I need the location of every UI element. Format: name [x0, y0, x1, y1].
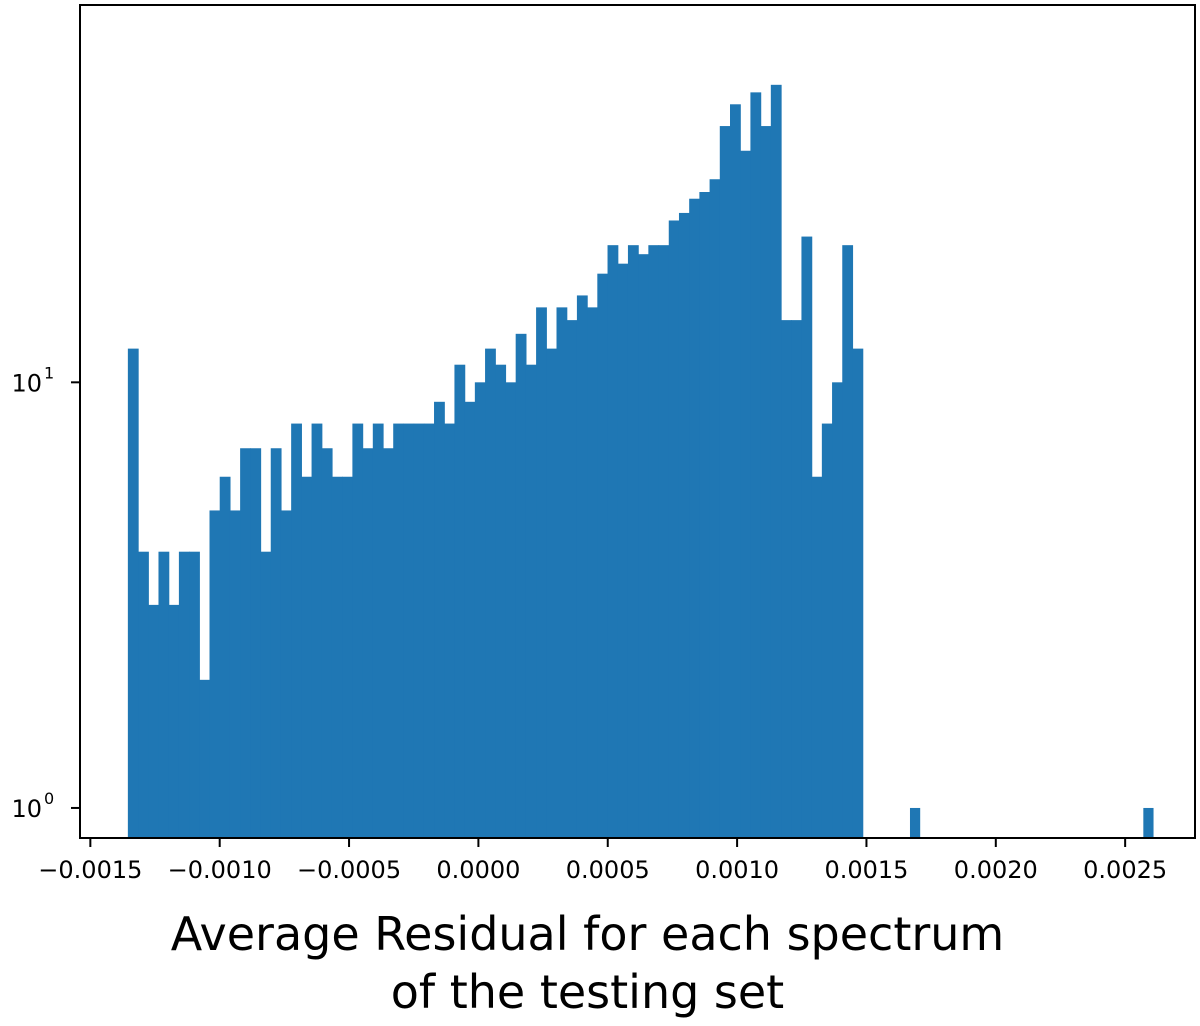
histogram-bar [240, 448, 251, 838]
histogram-bar [648, 245, 660, 839]
histogram-bar [587, 307, 598, 838]
histogram-bar [546, 348, 558, 838]
y-tick-exponent: 1 [44, 363, 54, 382]
x-tick-label: 0.0000 [436, 856, 520, 884]
x-axis-label-line-1: Average Residual for each spectrum [171, 907, 1005, 961]
histogram-bar [811, 476, 823, 838]
histogram-bar [301, 476, 313, 838]
histogram-bar [148, 604, 160, 838]
histogram-bar [750, 92, 762, 839]
histogram-bar [434, 401, 445, 838]
histogram-bar [607, 245, 619, 839]
histogram-bar [127, 348, 139, 838]
histogram-bar [168, 604, 180, 838]
histogram-bar [413, 423, 425, 838]
histogram-bar [821, 423, 833, 838]
histogram-bar [495, 364, 507, 838]
histogram-bar [627, 245, 639, 839]
histogram-bar [138, 551, 149, 838]
y-tick-exponent: 0 [44, 789, 54, 808]
histogram-bars [127, 84, 1154, 839]
histogram-bar [556, 307, 568, 838]
histogram-bar [689, 198, 700, 839]
x-axis-ticks: −0.0015 −0.0010 −0.0005 0.0000 0.0005 0.0010 0… [38, 838, 1167, 884]
histogram-bar [454, 364, 466, 838]
histogram-bar [403, 423, 415, 838]
histogram-bar [199, 679, 211, 838]
x-tick-label: −0.0015 [38, 856, 142, 884]
histogram-bar [638, 254, 649, 838]
histogram-outlier-bar [909, 807, 921, 838]
histogram-bar [770, 84, 782, 838]
histogram-bar [260, 551, 272, 838]
x-tick-label: 0.0005 [566, 856, 650, 884]
histogram-bar [362, 448, 374, 838]
histogram-bar [852, 348, 864, 838]
histogram-bar [832, 382, 843, 838]
histogram-bar [423, 423, 435, 838]
histogram-bar [505, 382, 517, 838]
histogram-bar [321, 448, 333, 838]
histogram-outlier-bar [1143, 807, 1154, 838]
histogram-bar [576, 295, 588, 838]
histogram-bar [250, 448, 262, 838]
x-axis-label-line-2: of the testing set [391, 965, 784, 1019]
histogram-bar [668, 220, 680, 839]
axes-frame [79, 4, 1196, 839]
histogram-bar [842, 245, 854, 839]
histogram-bar [229, 510, 241, 838]
histogram-bar [280, 510, 292, 838]
y-tick-label: 10 [11, 369, 42, 397]
histogram-bar [617, 263, 629, 838]
histogram-bar [331, 476, 343, 838]
histogram-bar [525, 364, 537, 838]
histogram-bar [393, 423, 405, 838]
histogram-bar [485, 348, 496, 838]
x-tick-label: 0.0015 [824, 856, 908, 884]
histogram-bar [566, 320, 578, 838]
histogram-bar [740, 150, 752, 838]
histogram-bar [515, 333, 527, 838]
histogram-bar [209, 510, 221, 838]
histogram-bar [189, 551, 200, 838]
histogram-bar [342, 476, 353, 838]
histogram-bar [270, 448, 282, 838]
histogram-bar [291, 423, 302, 838]
histogram-bar [658, 245, 670, 839]
histogram-bar [536, 307, 547, 838]
histogram-bar [678, 212, 690, 838]
histogram-bar [791, 320, 803, 838]
histogram-bar [719, 126, 731, 838]
histogram-bar [730, 104, 741, 839]
x-tick-label: −0.0010 [168, 856, 272, 884]
histogram-bar [801, 236, 813, 838]
histogram-bar [760, 126, 772, 838]
y-tick-label: 10 [11, 795, 42, 823]
histogram-bar [219, 476, 231, 838]
histogram-bar [709, 179, 721, 839]
x-tick-label: 0.0025 [1083, 856, 1167, 884]
histogram-bar [311, 423, 323, 838]
histogram-bar [474, 382, 486, 838]
x-tick-label: 0.0020 [954, 856, 1038, 884]
histogram-bar [444, 423, 456, 838]
x-tick-label: 0.0010 [695, 856, 779, 884]
histogram-bar [464, 401, 476, 838]
x-tick-label: −0.0005 [297, 856, 401, 884]
histogram-bar [781, 320, 792, 838]
histogram-bar [699, 192, 711, 838]
histogram-bar [158, 551, 170, 838]
histogram-bar [352, 423, 364, 838]
histogram-bar [383, 448, 394, 838]
histogram-bar [372, 423, 384, 838]
histogram-bar [597, 273, 609, 838]
histogram-bar [178, 551, 190, 838]
